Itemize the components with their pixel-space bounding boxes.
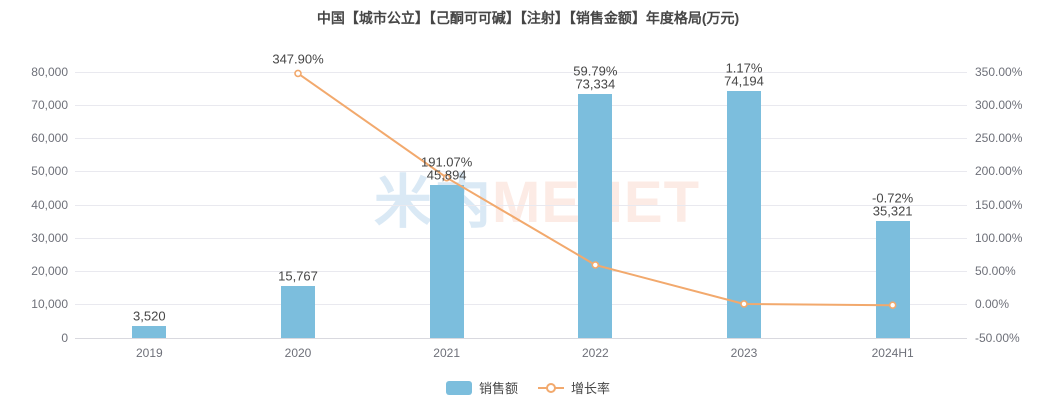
growth-value-label: 347.90% [272, 51, 324, 67]
bar-series-swatch-icon [445, 380, 472, 395]
grid-line [75, 171, 967, 173]
bar-value-label: 73,334 [575, 76, 616, 92]
grid-line [75, 71, 967, 73]
sales-bar-2024H1[interactable] [875, 220, 910, 338]
sales-bar-2021[interactable] [429, 185, 464, 338]
x-axis-label-2021: 2021 [433, 346, 461, 360]
sales-bar-2022[interactable] [578, 94, 613, 338]
grid-line [75, 237, 967, 239]
line-series-marker-icon [538, 381, 564, 395]
y-axis-left-tick-label: 60,000 [31, 131, 68, 145]
growth-point-marker-2021[interactable] [442, 173, 451, 182]
y-axis-right-tick-label: 250.00% [975, 131, 1023, 145]
y-axis-left-tick-label: 0 [61, 330, 68, 345]
legend: 销售额 增长率 [0, 378, 1056, 397]
y-axis-right-tick-label: 200.00% [975, 164, 1023, 179]
x-axis-label-2024H1: 2024H1 [871, 346, 914, 360]
y-axis-right-tick-label: -50.00% [975, 330, 1020, 345]
grid-line [75, 337, 967, 339]
bar-value-label: 35,321 [872, 203, 913, 219]
growth-value-label: 59.79% [573, 63, 618, 79]
y-axis-right-tick-label: 50.00% [975, 264, 1016, 278]
growth-point-marker-2022[interactable] [591, 261, 600, 269]
y-axis-right-tick-label: 300.00% [975, 97, 1023, 112]
grid-line [75, 138, 967, 139]
growth-point-marker-2024H1[interactable] [888, 301, 897, 310]
y-axis-left-tick-label: 80,000 [31, 64, 68, 79]
legend-growth-label: 增长率 [571, 381, 611, 396]
bar-value-label: 45,894 [426, 167, 467, 183]
y-axis-left-tick-label: 40,000 [31, 197, 68, 212]
legend-item-sales[interactable]: 销售额 [445, 378, 518, 397]
y-axis-right-tick-label: 100.00% [975, 230, 1023, 245]
x-axis-label-2019: 2019 [135, 346, 163, 360]
growth-value-label: 191.07% [420, 154, 473, 170]
growth-line [297, 72, 893, 307]
chart-title: 中国【城市公立】【己酮可可碱】【注射】【销售金额】年度格局(万元) [316, 10, 740, 26]
x-axis-label-2023: 2023 [730, 346, 758, 360]
bar-value-label: 15,767 [278, 268, 318, 284]
legend-item-growth[interactable]: 增长率 [538, 378, 610, 397]
bar-value-label: 3,520 [133, 308, 166, 324]
sales-bar-2019[interactable] [132, 326, 167, 338]
grid-line [75, 204, 967, 206]
y-axis-left-tick-label: 20,000 [31, 264, 68, 278]
bar-value-label: 74,194 [724, 73, 764, 89]
legend-sales-label: 销售额 [478, 381, 518, 396]
growth-point-marker-2020[interactable] [294, 69, 302, 78]
x-axis-label-2022: 2022 [581, 346, 609, 360]
y-axis-right-tick-label: 0.00% [975, 297, 1010, 312]
grid-line [75, 104, 967, 106]
growth-point-marker-2023[interactable] [740, 300, 748, 308]
sales-bar-2020[interactable] [281, 285, 315, 338]
growth-value-label: 1.17% [725, 60, 763, 76]
grid-line [75, 271, 967, 272]
y-axis-left-tick-label: 70,000 [31, 97, 68, 112]
y-axis-left-tick-label: 10,000 [31, 297, 68, 312]
sales-bar-2023[interactable] [727, 91, 761, 338]
growth-value-label: -0.72% [872, 190, 914, 206]
y-axis-right-tick-label: 150.00% [975, 197, 1023, 212]
y-axis-left-tick-label: 50,000 [31, 164, 68, 179]
x-axis-label-2020: 2020 [284, 346, 312, 360]
y-axis-right-tick-label: 350.00% [975, 64, 1023, 79]
y-axis-left-tick-label: 30,000 [31, 230, 68, 245]
grid-line [75, 304, 967, 306]
